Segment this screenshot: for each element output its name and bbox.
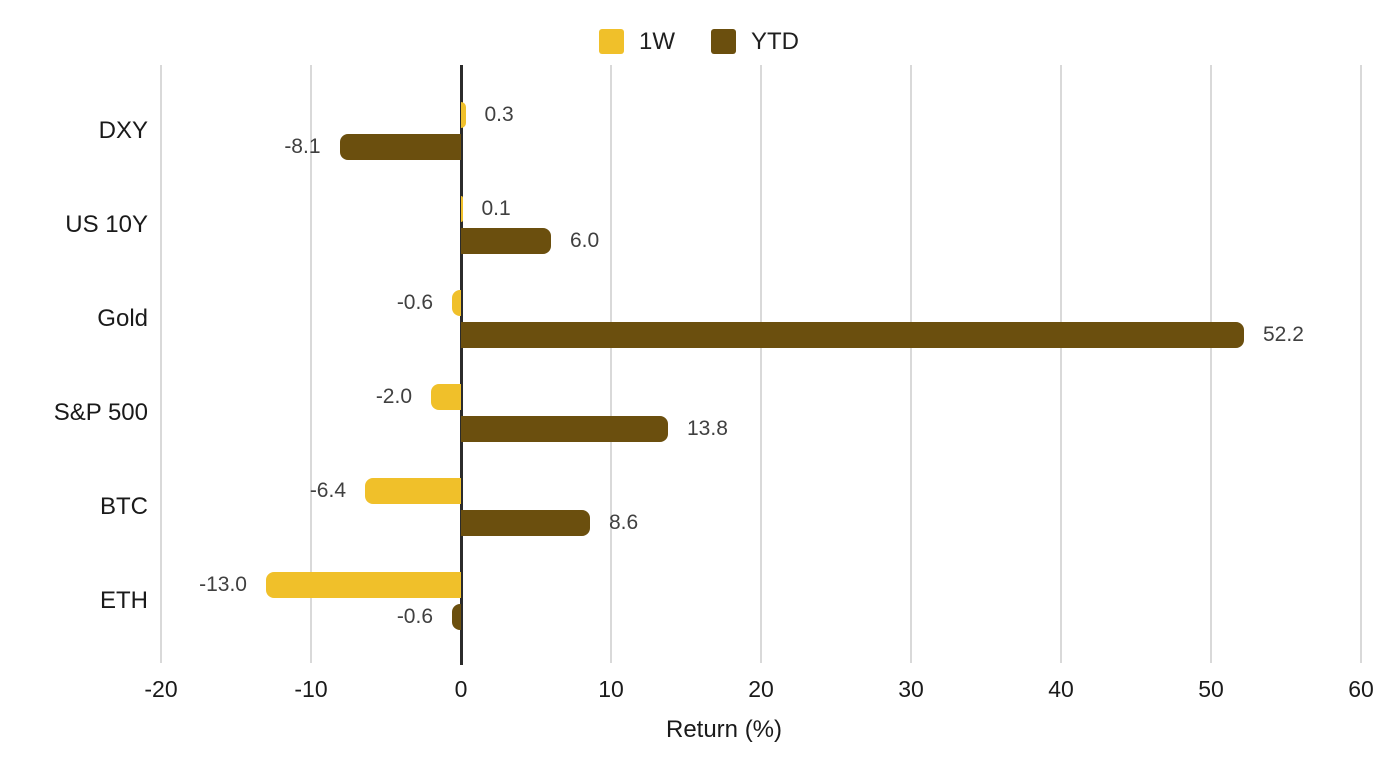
bar-value-label: -8.1 <box>284 135 321 158</box>
bar-value-label: -6.4 <box>309 479 346 502</box>
gridline <box>1360 65 1362 663</box>
category-label: US 10Y <box>65 211 148 238</box>
bar-value-label: -13.0 <box>199 573 247 596</box>
bar-ytd-us10y[interactable] <box>461 228 551 254</box>
category-label: ETH <box>100 587 148 614</box>
x-tick-label: 30 <box>898 676 924 702</box>
x-tick-label: 0 <box>454 676 468 702</box>
bar-value-label: 0.3 <box>484 103 514 126</box>
legend: 1W YTD <box>0 29 1398 54</box>
legend-item-1w[interactable]: 1W <box>599 29 675 54</box>
bar-value-label: 8.6 <box>609 511 639 534</box>
bar-ytd-sp500[interactable] <box>461 416 668 442</box>
x-tick-label: 10 <box>598 676 624 702</box>
bar-value-label: -0.6 <box>396 605 433 628</box>
legend-item-ytd[interactable]: YTD <box>711 29 799 54</box>
bar-1w-eth[interactable] <box>266 572 461 598</box>
bar-value-label: 52.2 <box>1263 323 1304 346</box>
bar-1w-dxy[interactable] <box>461 102 466 128</box>
legend-swatch-ytd-icon <box>711 29 736 54</box>
bar-ytd-dxy[interactable] <box>339 134 461 160</box>
gridline <box>310 65 312 663</box>
bar-value-label: 0.1 <box>481 197 511 220</box>
gridline <box>1060 65 1062 663</box>
x-tick-label: -20 <box>144 676 178 702</box>
x-tick-label: -10 <box>294 676 328 702</box>
legend-label-ytd: YTD <box>751 28 799 55</box>
x-tick-label: 40 <box>1048 676 1074 702</box>
category-label: BTC <box>100 493 148 520</box>
x-tick-label: 20 <box>748 676 774 702</box>
bar-1w-btc[interactable] <box>365 478 461 504</box>
x-axis-title: Return (%) <box>665 716 783 743</box>
legend-label-1w: 1W <box>639 28 675 55</box>
gridline <box>910 65 912 663</box>
bar-value-label: 6.0 <box>570 229 600 252</box>
bar-1w-gold[interactable] <box>452 290 461 316</box>
bar-value-label: -2.0 <box>375 385 412 408</box>
x-tick-label: 50 <box>1198 676 1224 702</box>
gridline <box>1210 65 1212 663</box>
category-label: Gold <box>97 305 148 332</box>
gridline <box>760 65 762 663</box>
legend-swatch-1w-icon <box>599 29 624 54</box>
x-tick-label: 60 <box>1348 676 1374 702</box>
gridline <box>160 65 162 663</box>
gridline <box>610 65 612 663</box>
zero-axis-line <box>459 65 463 665</box>
bar-ytd-gold[interactable] <box>461 322 1244 348</box>
bar-value-label: -0.6 <box>396 291 433 314</box>
bar-value-label: 13.8 <box>687 417 728 440</box>
bar-1w-sp500[interactable] <box>431 384 461 410</box>
bar-ytd-btc[interactable] <box>461 510 590 536</box>
bar-ytd-eth[interactable] <box>452 604 461 630</box>
category-label: S&P 500 <box>53 399 148 426</box>
category-label: DXY <box>98 117 148 144</box>
bar-1w-us10y[interactable] <box>461 196 463 222</box>
